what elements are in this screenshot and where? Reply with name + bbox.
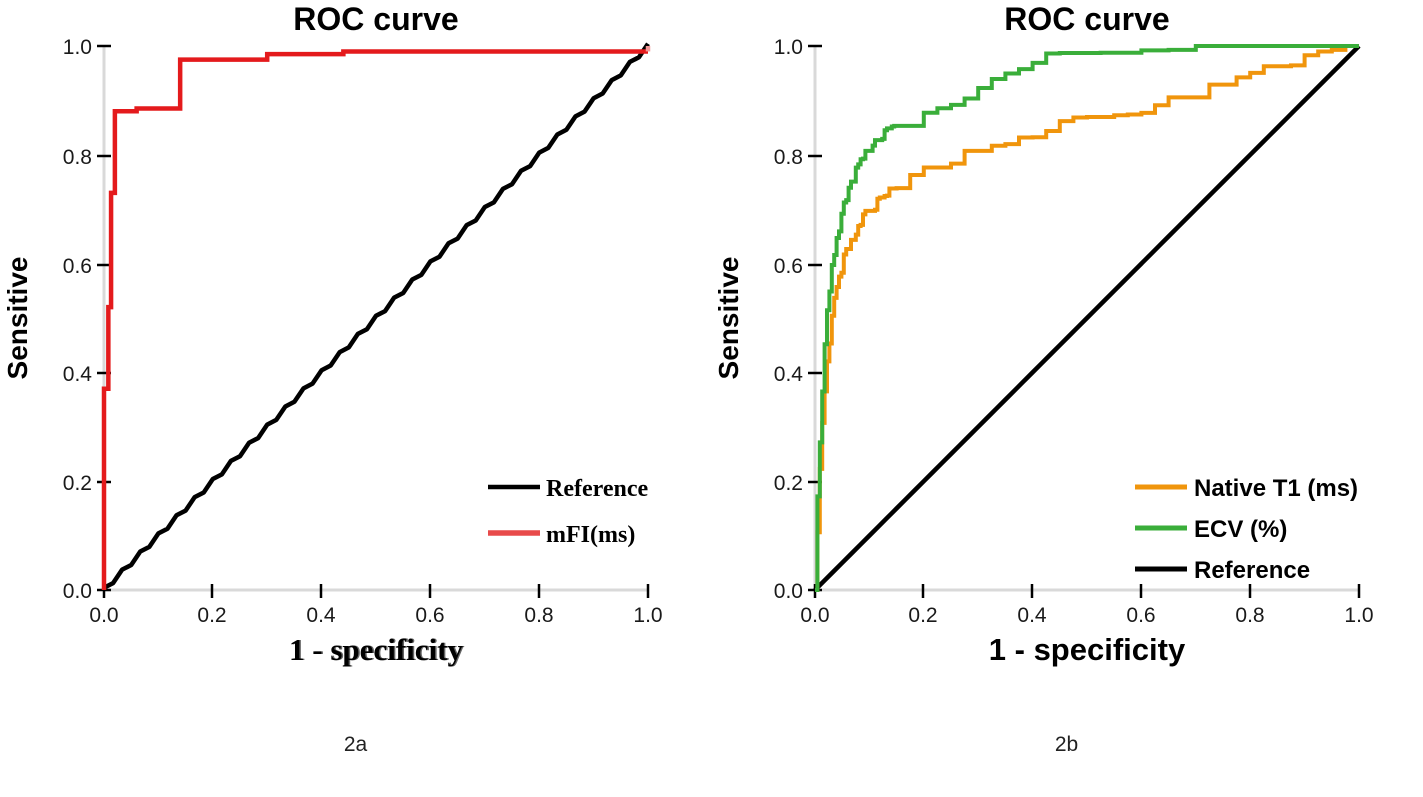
svg-text:0.6: 0.6 bbox=[63, 255, 92, 278]
svg-text:mFI(ms): mFI(ms) bbox=[546, 522, 635, 548]
svg-text:0.6: 0.6 bbox=[415, 604, 444, 627]
svg-text:1.0: 1.0 bbox=[1344, 604, 1373, 627]
svg-text:1.0: 1.0 bbox=[63, 36, 92, 59]
svg-text:ROC curve: ROC curve bbox=[293, 1, 458, 37]
svg-text:0.4: 0.4 bbox=[1017, 604, 1047, 627]
svg-text:1 - specificity: 1 - specificity bbox=[291, 632, 465, 667]
svg-text:0.8: 0.8 bbox=[1235, 604, 1264, 627]
svg-text:0.0: 0.0 bbox=[89, 604, 118, 627]
svg-text:0.8: 0.8 bbox=[774, 146, 803, 169]
svg-text:0.4: 0.4 bbox=[774, 363, 804, 386]
svg-text:0.2: 0.2 bbox=[197, 604, 226, 627]
svg-text:Reference: Reference bbox=[1194, 557, 1310, 584]
svg-text:0.4: 0.4 bbox=[63, 363, 93, 386]
svg-text:Sensitive: Sensitive bbox=[2, 257, 33, 380]
svg-text:0.8: 0.8 bbox=[524, 604, 553, 627]
svg-text:0.0: 0.0 bbox=[63, 580, 92, 603]
svg-text:0.2: 0.2 bbox=[63, 472, 92, 495]
svg-text:Reference: Reference bbox=[546, 476, 649, 502]
svg-text:ECV (%): ECV (%) bbox=[1194, 516, 1287, 543]
svg-text:0.6: 0.6 bbox=[774, 255, 803, 278]
svg-text:Native T1 (ms): Native T1 (ms) bbox=[1194, 475, 1358, 502]
svg-text:0.2: 0.2 bbox=[908, 604, 937, 627]
svg-text:1.0: 1.0 bbox=[633, 604, 662, 627]
svg-text:Sensitive: Sensitive bbox=[713, 257, 744, 380]
svg-text:0.8: 0.8 bbox=[63, 146, 92, 169]
svg-text:1.0: 1.0 bbox=[774, 36, 803, 59]
svg-text:ROC curve: ROC curve bbox=[1004, 1, 1169, 37]
svg-text:0.0: 0.0 bbox=[800, 604, 829, 627]
svg-text:1 - specificity: 1 - specificity bbox=[989, 632, 1186, 667]
svg-text:0.6: 0.6 bbox=[1126, 604, 1155, 627]
svg-text:0.0: 0.0 bbox=[774, 580, 803, 603]
svg-text:0.2: 0.2 bbox=[774, 472, 803, 495]
svg-text:0.4: 0.4 bbox=[306, 604, 336, 627]
